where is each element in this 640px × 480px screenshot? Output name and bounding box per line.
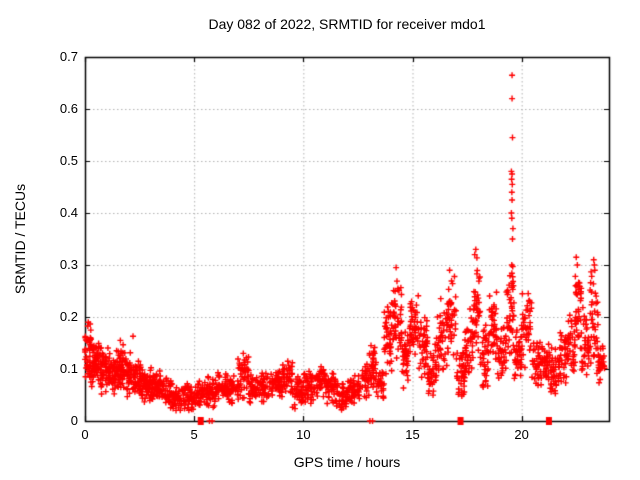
y-tick-label: 0 xyxy=(70,413,78,428)
x-tick-label: 20 xyxy=(514,427,529,442)
x-tick-label: 0 xyxy=(81,427,89,442)
y-tick-label: 0.4 xyxy=(59,205,78,220)
y-tick-label: 0.3 xyxy=(59,257,78,272)
x-tick-label: 10 xyxy=(296,427,311,442)
y-tick-label: 0.1 xyxy=(59,361,78,376)
x-tick-label: 15 xyxy=(405,427,420,442)
y-axis-title: SRMTID / TECUs xyxy=(12,183,28,295)
x-axis-title: GPS time / hours xyxy=(293,454,401,470)
y-tick-label: 0.2 xyxy=(59,309,78,324)
y-tick-label: 0.6 xyxy=(59,101,78,116)
y-tick-label: 0.7 xyxy=(59,49,78,64)
x-tick-label: 5 xyxy=(190,427,198,442)
y-tick-label: 0.5 xyxy=(59,153,78,168)
chart-title: Day 082 of 2022, SRMTID for receiver mdo… xyxy=(208,16,486,32)
